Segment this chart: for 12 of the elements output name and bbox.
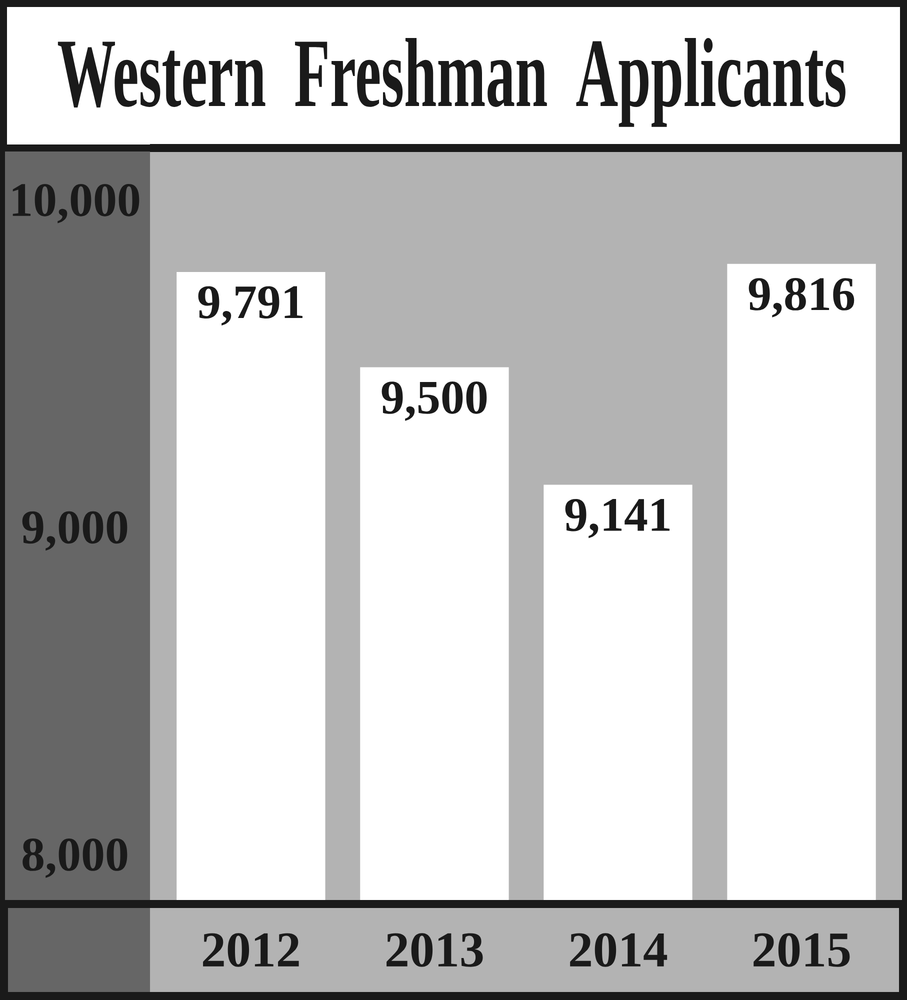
x-tick-label: 2014: [570, 933, 668, 967]
y-tick-label: 9,000: [22, 511, 128, 551]
x-tick-label: 2012: [203, 933, 299, 967]
x-tick-label: 2015: [754, 933, 850, 967]
data-label: 9,816: [748, 278, 854, 318]
data-label: 9,141: [565, 498, 670, 538]
data-label: 9,791: [198, 286, 302, 326]
x-tick-label: 2013: [386, 933, 483, 967]
y-tick-label: 10,000: [12, 184, 140, 224]
data-label: 9,500: [382, 381, 487, 421]
chart-title: Western Freshman Applicants: [58, 38, 846, 127]
y-tick-label: 8,000: [22, 838, 128, 878]
